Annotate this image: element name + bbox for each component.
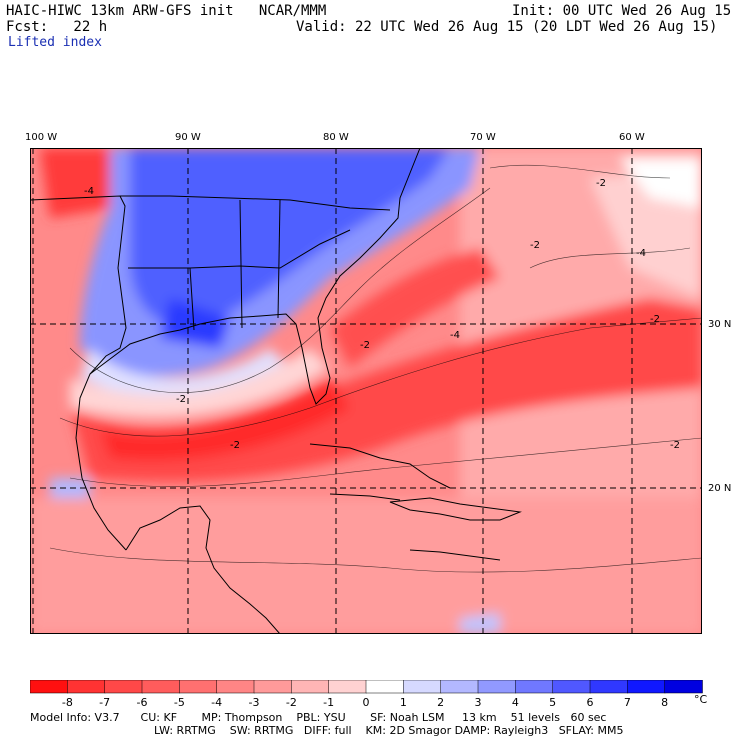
colorbar-swatch	[216, 680, 255, 694]
lon-label-80w: 80 W	[323, 132, 349, 143]
colorbar-tick-label: 4	[511, 696, 519, 709]
colorbar-tick-label: 2	[437, 696, 445, 709]
colorbar-swatch	[477, 680, 517, 694]
model-title: HAIC-HIWC 13km ARW-GFS init NCAR/MMM	[6, 3, 327, 19]
colorbar-tick-label: 1	[399, 696, 407, 709]
colorbar-swatch	[403, 680, 442, 694]
lat-label-20n: 20 N	[708, 483, 732, 494]
field-name: Lifted index	[8, 35, 102, 50]
colorbar-swatch	[67, 680, 106, 694]
contour-label: -2	[530, 240, 540, 251]
colorbar-tick-label: -4	[211, 696, 223, 709]
model-info-line2: LW: RRTMG SW: RRTMG DIFF: full KM: 2D Sm…	[154, 724, 624, 737]
colorbar	[30, 680, 703, 694]
lat-label-30n: 30 N	[708, 319, 732, 330]
init-time: Init: 00 UTC Wed 26 Aug 15	[512, 3, 732, 19]
colorbar-tick-label: 0	[362, 696, 370, 709]
colorbar-swatch	[365, 680, 405, 694]
contour-label: -2	[596, 178, 606, 189]
contour-label: -4	[84, 186, 94, 197]
colorbar-tick-label: -3	[248, 696, 260, 709]
colorbar-tick-label: -5	[173, 696, 185, 709]
colorbar-swatch	[328, 680, 367, 694]
colorbar-swatch	[253, 680, 293, 694]
contour-label: -2	[650, 314, 660, 325]
lon-label-70w: 70 W	[470, 132, 496, 143]
colorbar-tick-label: 5	[549, 696, 557, 709]
contour-label: -2	[176, 394, 186, 405]
lon-label-90w: 90 W	[175, 132, 201, 143]
colorbar-swatch	[141, 680, 181, 694]
colorbar-swatch	[589, 680, 629, 694]
colorbar-swatch	[179, 680, 218, 694]
colorbar-swatch	[104, 680, 143, 694]
colorbar-swatch	[664, 680, 703, 694]
colorbar-swatch	[627, 680, 666, 694]
colorbar-tick-label: -1	[323, 696, 335, 709]
colorbar-swatch	[552, 680, 591, 694]
colorbar-swatch	[515, 680, 554, 694]
colorbar-swatch	[291, 680, 330, 694]
forecast-hour: Fcst: 22 h	[6, 19, 108, 35]
map-frame	[30, 148, 702, 634]
contour-label: -2	[230, 440, 240, 451]
lon-label-100w: 100 W	[25, 132, 58, 143]
colorbar-unit: °C	[694, 693, 708, 706]
contour-label: -4	[450, 330, 460, 341]
colorbar-tick-label: 3	[474, 696, 482, 709]
valid-time: Valid: 22 UTC Wed 26 Aug 15 (20 LDT Wed …	[296, 19, 718, 35]
contour-label: -4	[636, 248, 646, 259]
lon-label-60w: 60 W	[619, 132, 645, 143]
colorbar-tick-label: -2	[285, 696, 297, 709]
colorbar-tick-label: -6	[136, 696, 148, 709]
colorbar-swatch	[30, 680, 69, 694]
coastlines	[30, 148, 522, 634]
contour-label: -2	[670, 440, 680, 451]
contour-label-group: -4 -4 -2 -2 -2 -2 -4 -2 -2 -2	[84, 178, 680, 451]
colorbar-swatch	[440, 680, 479, 694]
colorbar-tick-label: 6	[586, 696, 594, 709]
lifted-index-map: -4 -4 -2 -2 -2 -2 -4 -2 -2 -2	[30, 148, 702, 634]
contour-label: -2	[360, 340, 370, 351]
colorbar-tick-label: -7	[99, 696, 111, 709]
colorbar-tick-label: 7	[623, 696, 631, 709]
model-info-line1: Model Info: V3.7 CU: KF MP: Thompson PBL…	[30, 711, 607, 724]
latlon-grid	[30, 148, 702, 634]
colorbar-tick-label: -8	[61, 696, 73, 709]
colorbar-tick-label: 8	[661, 696, 669, 709]
